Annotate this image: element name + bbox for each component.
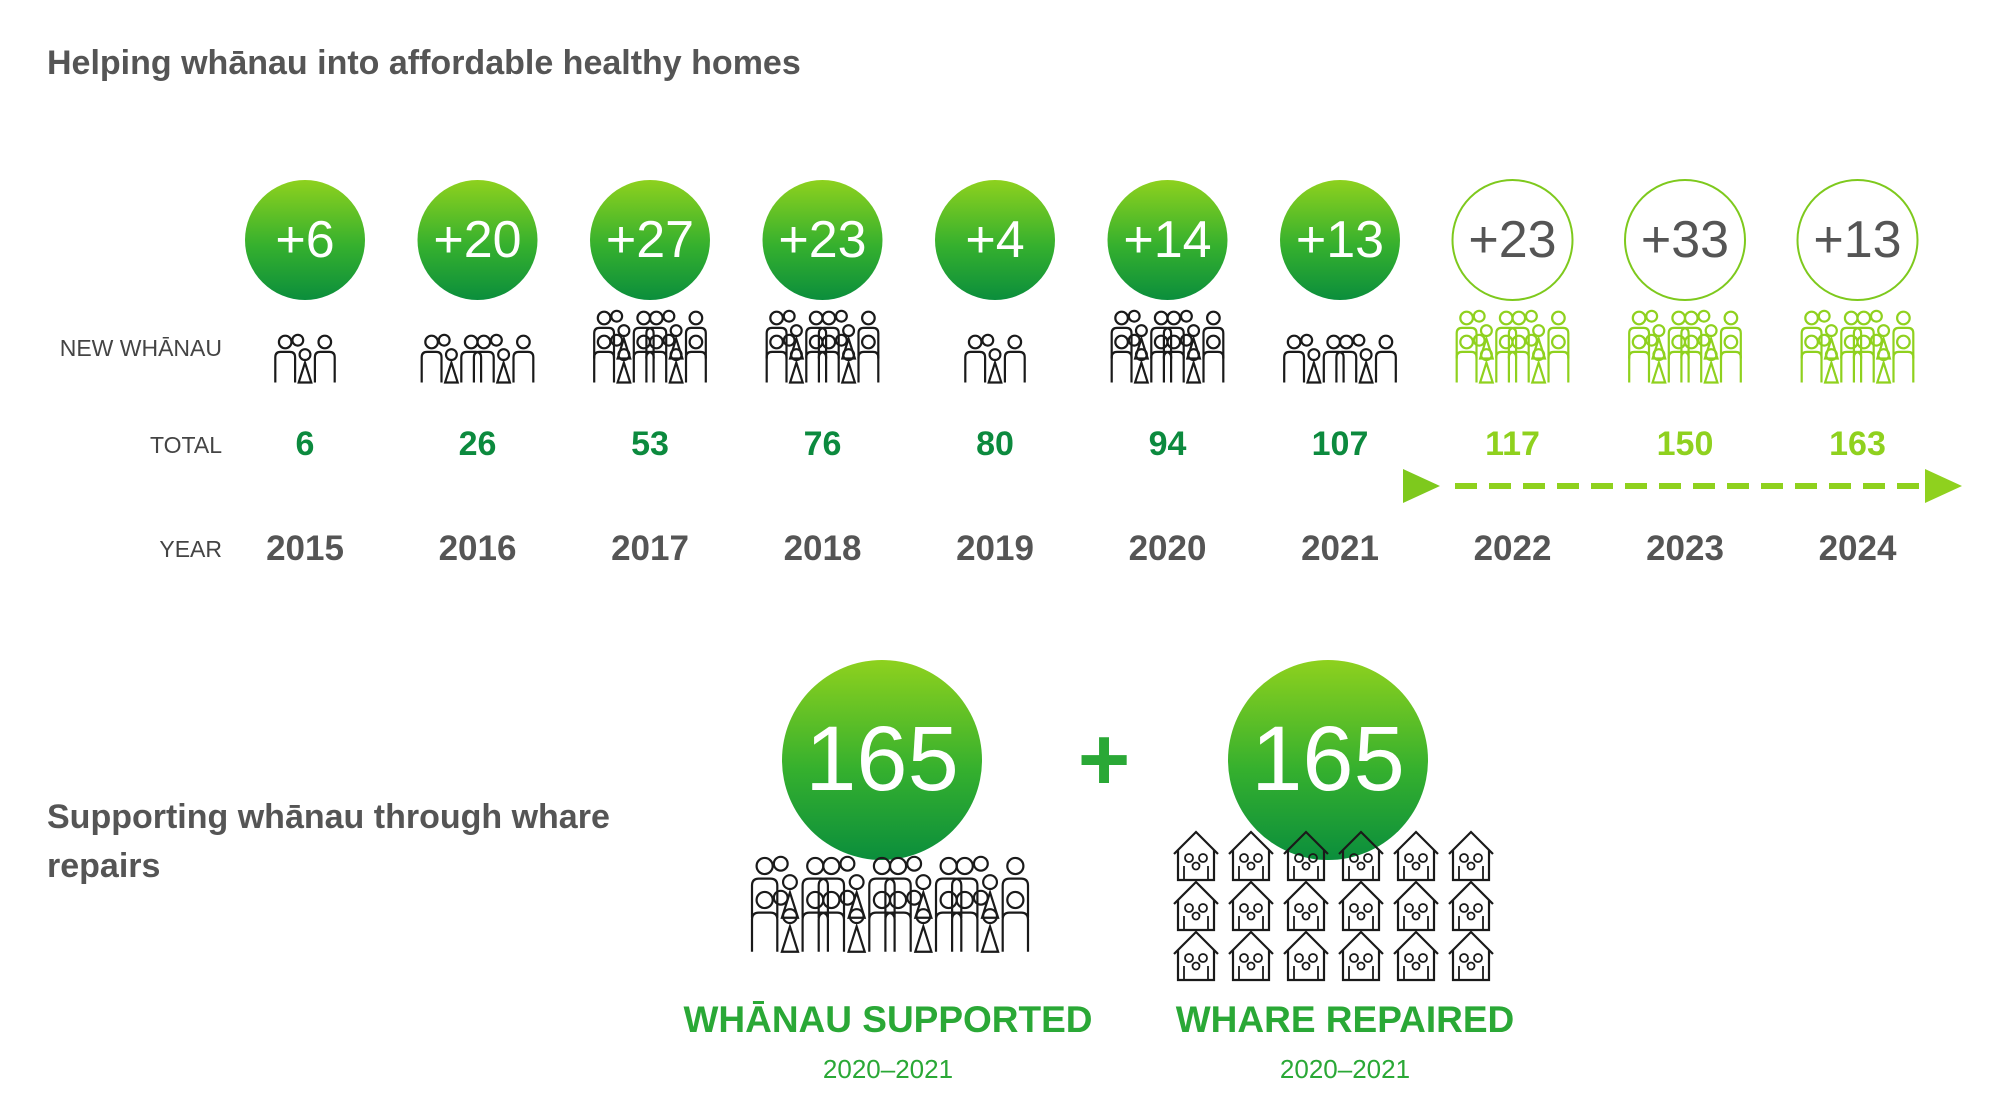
new-whanau-bubble: [1796, 179, 1919, 301]
total-value: 117: [1485, 425, 1540, 463]
family-icon: [593, 309, 707, 384]
family-icon: [1800, 309, 1915, 384]
summary-section: 165 WHĀNAU SUPPORTED 2020–2021 + 165 WHARE RE…: [683, 660, 1514, 1084]
new-whanau-value: +4: [965, 211, 1024, 269]
whanau-supported-label: WHĀNAU SUPPORTED: [683, 999, 1092, 1040]
new-whanau-bubble: [1107, 180, 1228, 300]
new-whanau-bubble: [1451, 179, 1574, 301]
new-whanau-value: +14: [1123, 211, 1211, 269]
whanau-supported-block: 165 WHĀNAU SUPPORTED 2020–2021: [683, 660, 1093, 1084]
second-title-line-1: Supporting whānau through whare: [47, 798, 610, 836]
new-whanau-bubble: [1624, 179, 1746, 301]
new-whanau-value: +20: [433, 211, 521, 269]
family-icon: [750, 855, 1030, 953]
new-whanau-value: +13: [1296, 211, 1384, 269]
family-icon: [1110, 309, 1225, 384]
whare-repaired-block: 165 WHARE REPAIRED 2020–2021: [1173, 660, 1515, 1084]
timeline-arrow-icon: [220, 469, 1962, 503]
new-whanau-bubble: [935, 180, 1055, 300]
new-whanau-bubble: [590, 180, 710, 300]
family-icon: [1628, 309, 1742, 384]
year-label: 2022: [1474, 529, 1552, 568]
year-label: 2020: [1129, 529, 1207, 568]
whare-repaired-label: WHARE REPAIRED: [1176, 999, 1515, 1040]
new-whanau-value: +23: [1468, 211, 1556, 269]
total-value: 76: [804, 425, 842, 463]
new-whanau-bubble: [762, 180, 883, 300]
family-icon: [964, 333, 1026, 384]
house-family-icon: [1173, 830, 1494, 982]
new-whanau-bubble: [417, 180, 538, 300]
year-column-2021: +13 107 2021: [1280, 180, 1400, 568]
year-label: 2018: [784, 529, 862, 568]
total-value: 80: [976, 425, 1014, 463]
new-whanau-value: +13: [1813, 211, 1901, 269]
year-column-2022: +23 117 2022: [1451, 179, 1574, 568]
year-label: 2017: [611, 529, 689, 568]
year-label: 2015: [266, 529, 344, 568]
whanau-bubble: [782, 660, 982, 860]
year-column-2023: +33 150 2023: [1624, 179, 1746, 568]
year-label: 2016: [439, 529, 517, 568]
year-label: 2021: [1301, 529, 1379, 568]
whare-bubble: [1228, 660, 1428, 860]
year-columns: +6 6 2015 +20 26 2016 +27 53 2017 +23 76 2018 +4 80 20…: [245, 179, 1919, 568]
whanau-supported-value: 165: [805, 708, 959, 810]
year-column-2024: +13 163 2024: [1796, 179, 1919, 568]
total-value: 107: [1312, 425, 1369, 463]
new-whanau-bubble: [245, 180, 365, 300]
total-value: 26: [459, 425, 497, 463]
year-column-2019: +4 80 2019: [935, 180, 1055, 568]
total-value: 94: [1149, 425, 1187, 463]
family-icon: [765, 309, 880, 384]
main-title: Helping whānau into affordable healthy h…: [47, 44, 801, 82]
new-whanau-bubble: [1280, 180, 1400, 300]
total-value: 163: [1829, 425, 1886, 463]
family-icon: [274, 333, 336, 384]
new-whanau-value: +33: [1641, 211, 1729, 269]
whanau-supported-period: 2020–2021: [823, 1054, 953, 1084]
row-label-year: YEAR: [159, 536, 222, 562]
whare-repaired-period: 2020–2021: [1280, 1054, 1410, 1084]
plus-sign: +: [1078, 710, 1131, 810]
family-icon: [1283, 333, 1397, 384]
total-value: 6: [296, 425, 315, 463]
family-icon: [1455, 309, 1570, 384]
year-column-2018: +23 76 2018: [762, 180, 883, 568]
second-title-line-2: repairs: [47, 847, 160, 885]
year-label: 2019: [956, 529, 1034, 568]
family-icon: [420, 333, 535, 384]
year-column-2016: +20 26 2016: [417, 180, 538, 568]
year-label: 2024: [1819, 529, 1897, 568]
total-value: 53: [631, 425, 669, 463]
row-label-new-whanau: NEW WHĀNAU: [60, 335, 222, 361]
new-whanau-value: +6: [275, 211, 334, 269]
year-column-2015: +6 6 2015: [245, 180, 365, 568]
new-whanau-value: +27: [606, 211, 694, 269]
whare-repaired-value: 165: [1251, 708, 1405, 810]
year-label: 2023: [1646, 529, 1724, 568]
new-whanau-value: +23: [778, 211, 866, 269]
total-value: 150: [1657, 425, 1714, 463]
year-column-2020: +14 94 2020: [1107, 180, 1228, 568]
year-column-2017: +27 53 2017: [590, 180, 710, 568]
row-label-total: TOTAL: [150, 432, 222, 458]
